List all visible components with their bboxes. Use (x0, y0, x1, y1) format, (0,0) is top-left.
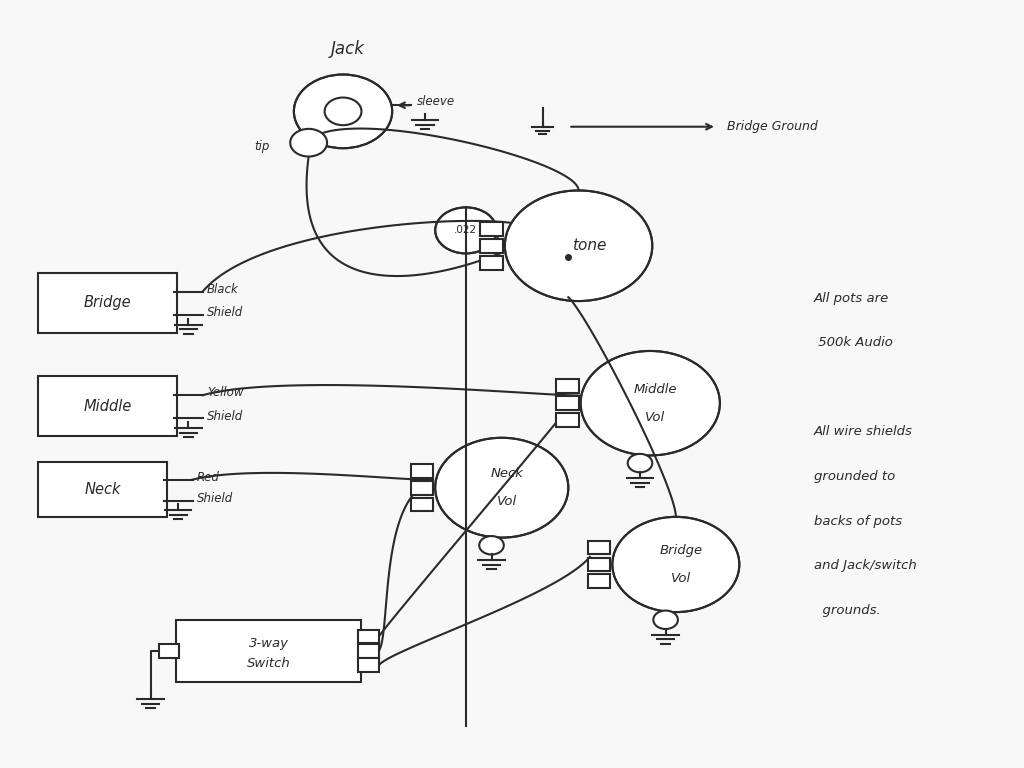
Circle shape (653, 611, 678, 629)
Circle shape (505, 190, 652, 301)
FancyBboxPatch shape (38, 462, 167, 517)
Text: Black: Black (207, 283, 239, 296)
Text: Neck: Neck (84, 482, 121, 497)
Text: Bridge Ground: Bridge Ground (727, 121, 818, 133)
Text: tone: tone (571, 238, 606, 253)
Text: Jack: Jack (331, 40, 366, 58)
Text: Bridge: Bridge (659, 545, 702, 557)
Text: backs of pots: backs of pots (814, 515, 902, 528)
Circle shape (628, 454, 652, 472)
Circle shape (581, 351, 720, 455)
FancyBboxPatch shape (588, 558, 610, 571)
FancyBboxPatch shape (588, 574, 610, 588)
Circle shape (435, 207, 497, 253)
Text: Middle: Middle (634, 383, 677, 396)
Text: Middle: Middle (83, 399, 132, 414)
Circle shape (290, 129, 327, 157)
Text: Shield: Shield (207, 409, 243, 422)
Text: Shield: Shield (207, 306, 243, 319)
Text: Bridge: Bridge (84, 295, 131, 310)
FancyBboxPatch shape (176, 620, 361, 682)
Text: Vol: Vol (645, 411, 666, 423)
FancyBboxPatch shape (588, 541, 610, 554)
Circle shape (294, 74, 392, 148)
Text: All pots are: All pots are (814, 292, 889, 305)
FancyBboxPatch shape (480, 239, 503, 253)
FancyBboxPatch shape (358, 630, 379, 644)
Text: and Jack/switch: and Jack/switch (814, 559, 916, 572)
Text: .022: .022 (455, 225, 477, 236)
Circle shape (612, 517, 739, 612)
Circle shape (479, 536, 504, 554)
Text: grounds.: grounds. (814, 604, 881, 617)
Text: Vol: Vol (671, 572, 691, 584)
Text: grounded to: grounded to (814, 470, 895, 483)
FancyBboxPatch shape (556, 396, 579, 410)
Text: Vol: Vol (497, 495, 517, 508)
FancyBboxPatch shape (480, 256, 503, 270)
FancyBboxPatch shape (411, 498, 433, 511)
Text: sleeve: sleeve (417, 95, 455, 108)
FancyBboxPatch shape (556, 379, 579, 393)
Text: Switch: Switch (247, 657, 291, 670)
FancyBboxPatch shape (556, 413, 579, 427)
FancyBboxPatch shape (411, 464, 433, 478)
Text: 3-way: 3-way (249, 637, 289, 650)
Circle shape (435, 438, 568, 538)
Text: Red: Red (197, 471, 219, 484)
FancyBboxPatch shape (358, 658, 379, 672)
FancyBboxPatch shape (358, 644, 379, 657)
Text: Neck: Neck (490, 468, 523, 480)
FancyBboxPatch shape (38, 376, 177, 436)
FancyBboxPatch shape (159, 644, 179, 657)
FancyBboxPatch shape (38, 273, 177, 333)
FancyBboxPatch shape (480, 222, 503, 236)
Text: Yellow: Yellow (207, 386, 244, 399)
Text: 500k Audio: 500k Audio (814, 336, 893, 349)
Text: tip: tip (254, 140, 269, 153)
FancyBboxPatch shape (411, 481, 433, 495)
Text: All wire shields: All wire shields (814, 425, 913, 439)
Text: Shield: Shield (197, 492, 232, 505)
